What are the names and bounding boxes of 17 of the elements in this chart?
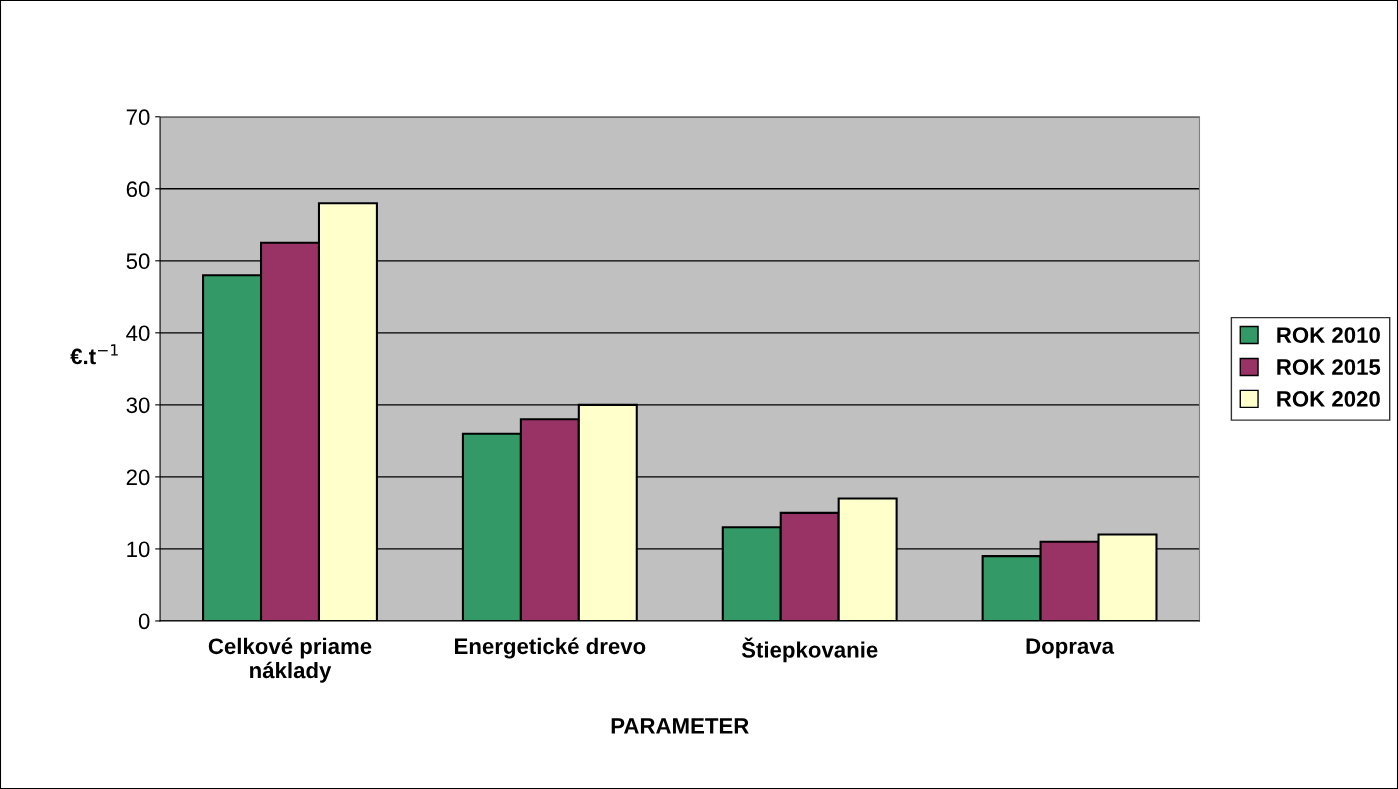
legend-label: ROK 2015 [1277,359,1381,375]
x-tick-label: Štiepkovanie [741,637,878,663]
y-axis-title: €.t$^{−1}$ [70,344,118,365]
x-tick-label: Celkové priame náklady [208,637,372,683]
y-tick-label: 20 [126,469,150,486]
legend-label: ROK 2010 [1277,327,1380,343]
y-tick-label: 60 [126,181,150,198]
x-axis-title: PARAMETER [611,718,749,734]
y-tick-label: 70 [126,109,150,126]
y-tick-label: 10 [127,541,150,558]
x-tick-label: Doprava [1026,638,1115,659]
y-tick-label: 30 [126,397,150,414]
y-tick-label: 50 [126,253,150,270]
y-tick-label: 0 [138,613,150,630]
y-tick-label: 40 [126,325,150,342]
legend-label: ROK 2020 [1277,391,1380,407]
x-tick-label: Energetické drevo [455,637,646,659]
